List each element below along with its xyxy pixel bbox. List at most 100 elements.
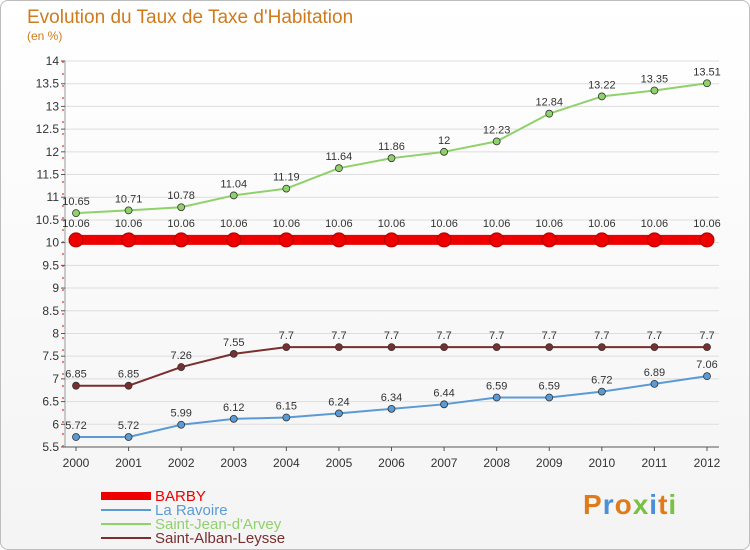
data-label: 10.06 [378, 218, 406, 230]
brand-letter: t [658, 489, 669, 520]
legend-label: Saint-Jean-d'Arvey [155, 516, 282, 533]
data-label: 10.06 [430, 218, 458, 230]
series-point [650, 379, 659, 388]
brand-letter: r [602, 489, 615, 520]
series-point [177, 363, 186, 371]
proxiti-logo: Proxiti [583, 489, 677, 521]
data-label: 6.85 [65, 369, 86, 381]
series-point [703, 79, 711, 88]
y-tick-label: 6 [52, 417, 59, 431]
y-tick-label: 13.5 [36, 77, 60, 91]
series-point [699, 232, 715, 248]
series-point [492, 137, 501, 146]
series-point [229, 191, 238, 200]
series-point [72, 209, 80, 218]
series-point [594, 232, 610, 248]
series-point [489, 232, 505, 248]
data-label: 6.85 [118, 369, 139, 381]
series-point [650, 343, 659, 351]
data-label: 11.86 [378, 141, 405, 153]
series-point [597, 387, 606, 396]
legend-label: BARBY [155, 488, 206, 505]
data-label: 7.55 [223, 337, 244, 349]
series-point [72, 433, 80, 441]
y-tick-label: 9.5 [42, 258, 59, 272]
data-label: 6.44 [433, 387, 454, 399]
data-label: 11.64 [326, 151, 353, 163]
legend-label: Saint-Alban-Leysse [155, 530, 285, 547]
series-point [597, 92, 606, 101]
x-tick-label: 2003 [220, 456, 247, 470]
x-tick-label: 2001 [115, 456, 142, 470]
data-labels: 10.06 10.06 10.06 10.06 10.06 10.06 10.06 10.06… [62, 66, 721, 432]
y-tick-label: 9 [52, 281, 59, 295]
x-tick-label: 2005 [326, 456, 353, 470]
x-tick-label: 2006 [378, 456, 405, 470]
x-tick-label: 2010 [588, 456, 615, 470]
data-label: 7.7 [331, 330, 346, 342]
data-label: 12 [438, 135, 450, 147]
data-label: 10.71 [115, 193, 143, 205]
series-point [387, 154, 396, 163]
series-point [440, 400, 448, 409]
brand-letter: i [668, 489, 678, 520]
data-label: 12.84 [535, 97, 563, 109]
y-tick-label: 8.5 [42, 304, 59, 318]
data-label: 7.7 [489, 330, 504, 342]
data-label: 10.78 [167, 190, 195, 202]
data-label: 13.51 [693, 66, 721, 78]
data-label: 6.34 [381, 392, 402, 404]
data-label: 7.7 [384, 330, 399, 342]
brand-letter: i [649, 489, 659, 520]
series-point [650, 86, 659, 95]
data-label: 10.06 [325, 218, 353, 230]
data-label: 10.06 [273, 218, 301, 230]
series-point [124, 206, 133, 215]
series-point [335, 164, 343, 173]
series-point [68, 232, 84, 248]
data-label: 7.7 [542, 330, 557, 342]
data-label: 6.89 [644, 367, 665, 379]
data-label: 10.06 [641, 218, 669, 230]
chart-title: Evolution du Taux de Taxe d'Habitation [27, 7, 354, 28]
y-tick-label: 5.5 [42, 440, 59, 454]
data-label: 7.7 [436, 330, 451, 342]
series-point [278, 232, 294, 248]
x-tick-label: 2004 [273, 456, 300, 470]
series-point [229, 414, 238, 423]
series-point [492, 343, 501, 351]
data-label: 7.26 [170, 350, 191, 362]
series-point [440, 147, 448, 156]
data-label: 7.7 [594, 330, 609, 342]
data-label: 5.72 [118, 420, 139, 432]
series-point [492, 393, 501, 402]
series-point [282, 413, 291, 422]
data-label: 11.19 [273, 172, 300, 184]
series-point [331, 232, 347, 248]
series-point [597, 343, 606, 351]
y-tick-label: 12 [46, 145, 60, 159]
series-point [387, 404, 396, 413]
data-label: 10.06 [588, 218, 616, 230]
chart-subtitle: (en %) [27, 29, 63, 43]
data-label: 7.7 [699, 330, 714, 342]
data-label: 10.06 [535, 218, 563, 230]
y-tick-label: 11 [47, 190, 60, 204]
y-tick-label: 11.5 [37, 168, 60, 182]
data-label: 11.04 [220, 178, 247, 190]
data-label: 6.15 [276, 400, 297, 412]
data-label: 6.59 [539, 381, 560, 393]
x-tick-label: 2007 [431, 456, 458, 470]
y-tick-label: 6.5 [42, 395, 59, 409]
series-point [173, 232, 189, 248]
series-point [121, 232, 137, 248]
series-point [387, 343, 396, 351]
x-tick-label: 2012 [694, 456, 721, 470]
data-label: 7.7 [647, 330, 662, 342]
x-axis-ticks: 2000 2001 2002 2003 2004 2005 2006 2007 2008 2009… [63, 447, 721, 470]
data-label: 10.06 [693, 218, 721, 230]
series-point [124, 433, 133, 441]
series-point [440, 343, 448, 351]
x-tick-label: 2002 [168, 456, 195, 470]
